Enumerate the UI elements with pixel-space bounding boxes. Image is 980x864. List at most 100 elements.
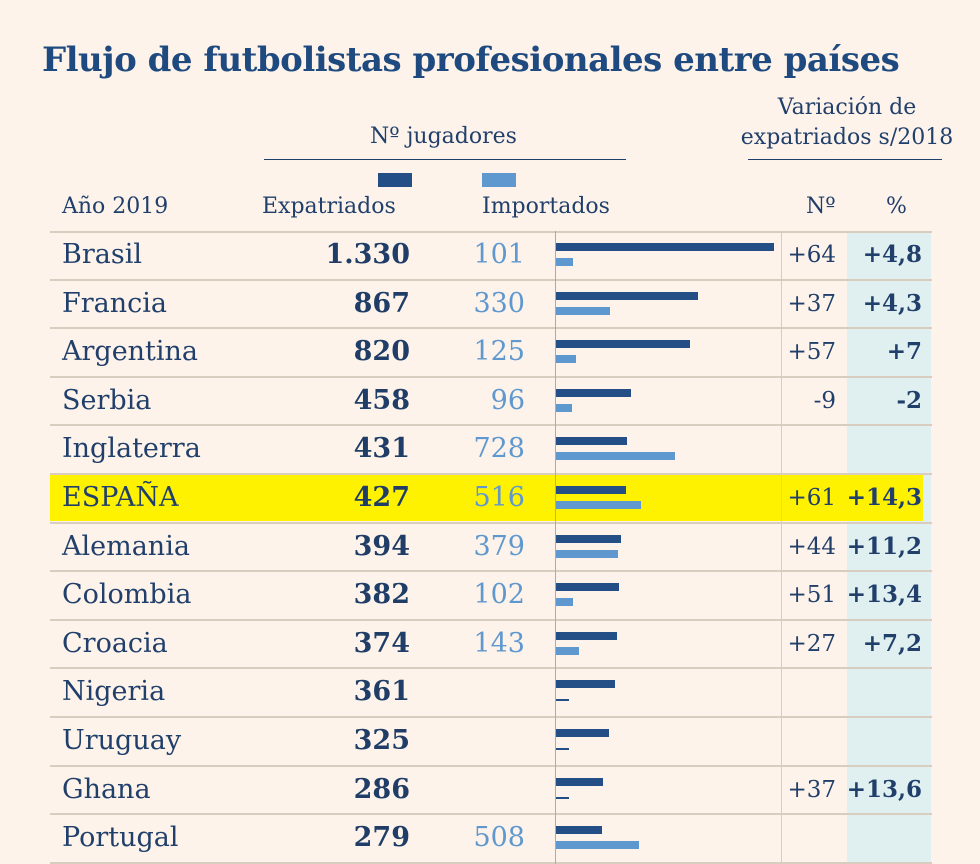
row-divider xyxy=(50,327,932,330)
expatriados-value: 458 xyxy=(353,384,410,416)
bar-expatriados xyxy=(556,243,774,251)
row-divider xyxy=(50,375,932,378)
row-divider xyxy=(50,764,932,767)
country-label: Brasil xyxy=(62,239,142,270)
bar-expatriados xyxy=(556,631,617,640)
bar-expatriados xyxy=(556,437,627,446)
variation-percent: +13,6 xyxy=(846,775,922,803)
expatriados-value: 286 xyxy=(353,773,410,805)
country-label: Francia xyxy=(62,287,167,319)
bar-expatriados xyxy=(556,340,690,349)
expatriados-value: 1.330 xyxy=(325,239,410,270)
expatriados-value: 820 xyxy=(353,336,410,368)
bar-expatriados xyxy=(556,534,621,543)
importados-value: 143 xyxy=(473,627,525,659)
importados-value: 125 xyxy=(473,336,525,368)
variation-number: +57 xyxy=(787,339,836,366)
row-divider xyxy=(50,278,932,281)
row-divider xyxy=(50,716,932,718)
bar-expatriados xyxy=(556,291,698,300)
importados-value: 102 xyxy=(473,579,525,611)
country-label: Inglaterra xyxy=(62,433,201,465)
variation-percent: +11,2 xyxy=(846,532,922,560)
country-label: Portugal xyxy=(62,822,179,854)
column-header-expatriados: Expatriados xyxy=(262,194,396,219)
variation-number: +27 xyxy=(787,630,836,657)
variation-number: +37 xyxy=(787,290,836,317)
percent-column-band xyxy=(847,231,931,864)
variation-percent: +7,2 xyxy=(862,629,922,657)
country-label: Colombia xyxy=(62,579,192,611)
country-label: ESPAÑA xyxy=(62,482,179,513)
bar-importados xyxy=(556,646,579,655)
bar-expatriados xyxy=(556,729,609,737)
expatriados-value: 394 xyxy=(353,530,410,562)
bar-importados xyxy=(556,355,576,364)
country-label: Uruguay xyxy=(62,725,182,756)
variation-percent: +7 xyxy=(886,338,922,366)
variation-number: -9 xyxy=(813,387,836,414)
bar-importados xyxy=(556,598,573,607)
importados-value: 728 xyxy=(473,433,525,465)
row-divider xyxy=(50,813,932,816)
variation-percent: +14,3 xyxy=(846,484,922,511)
expatriados-value: 279 xyxy=(353,822,410,854)
country-label: Alemania xyxy=(62,530,190,562)
importados-value: 508 xyxy=(473,822,525,854)
legend-swatch-importados xyxy=(482,173,516,187)
variation-percent: +4,3 xyxy=(862,289,922,317)
row-divider xyxy=(50,667,932,670)
variation-number: +44 xyxy=(787,533,836,560)
expatriados-value: 374 xyxy=(353,627,410,659)
expatriados-value: 427 xyxy=(353,482,410,513)
players-group-header: Nº jugadores xyxy=(370,124,517,149)
bar-expatriados xyxy=(556,583,619,592)
importados-value: 516 xyxy=(473,482,525,513)
country-label: Nigeria xyxy=(62,676,166,708)
variation-number: +37 xyxy=(787,776,836,803)
year-label: Año 2019 xyxy=(62,194,169,219)
variation-number: +64 xyxy=(787,242,836,268)
country-label: Argentina xyxy=(62,336,199,368)
variation-header-line1: Variación de xyxy=(777,95,917,120)
bar-expatriados xyxy=(556,388,631,397)
row-divider xyxy=(50,861,932,864)
bar-importados xyxy=(556,306,610,315)
row-divider xyxy=(50,473,932,475)
variation-header-line2: expatriados s/2018 xyxy=(740,125,954,150)
importados-value: 379 xyxy=(473,530,525,562)
expatriados-value: 431 xyxy=(353,433,410,465)
bar-importados xyxy=(556,403,572,412)
variation-number: +51 xyxy=(787,582,836,609)
variation-group-header: Variación de expatriados s/2018 xyxy=(728,93,966,153)
axis-tick xyxy=(555,748,569,750)
bar-importados xyxy=(556,501,641,509)
variation-divider xyxy=(781,231,782,864)
bar-importados xyxy=(556,258,573,266)
bar-expatriados xyxy=(556,486,626,494)
country-label: Croacia xyxy=(62,627,168,659)
axis-tick xyxy=(555,699,569,702)
country-label: Serbia xyxy=(62,384,152,416)
bar-importados xyxy=(556,841,639,850)
column-header-importados: Importados xyxy=(482,194,610,219)
bar-importados xyxy=(556,549,618,558)
variation-group-rule xyxy=(748,159,942,160)
expatriados-value: 867 xyxy=(353,287,410,319)
country-label: Ghana xyxy=(62,773,151,805)
axis-tick xyxy=(555,796,569,799)
importados-value: 101 xyxy=(473,239,525,270)
row-divider xyxy=(50,231,932,233)
row-divider xyxy=(50,424,932,427)
row-divider xyxy=(50,521,932,524)
expatriados-value: 325 xyxy=(353,725,410,756)
chart-title: Flujo de futbolistas profesionales entre… xyxy=(42,40,900,80)
bar-expatriados xyxy=(556,680,615,689)
importados-value: 96 xyxy=(490,384,525,416)
expatriados-value: 382 xyxy=(353,579,410,611)
column-header-variation-number: Nº xyxy=(806,194,836,219)
variation-number: +61 xyxy=(787,485,836,511)
bar-axis-line xyxy=(555,231,556,864)
bar-importados xyxy=(556,452,675,461)
row-divider xyxy=(50,618,932,621)
